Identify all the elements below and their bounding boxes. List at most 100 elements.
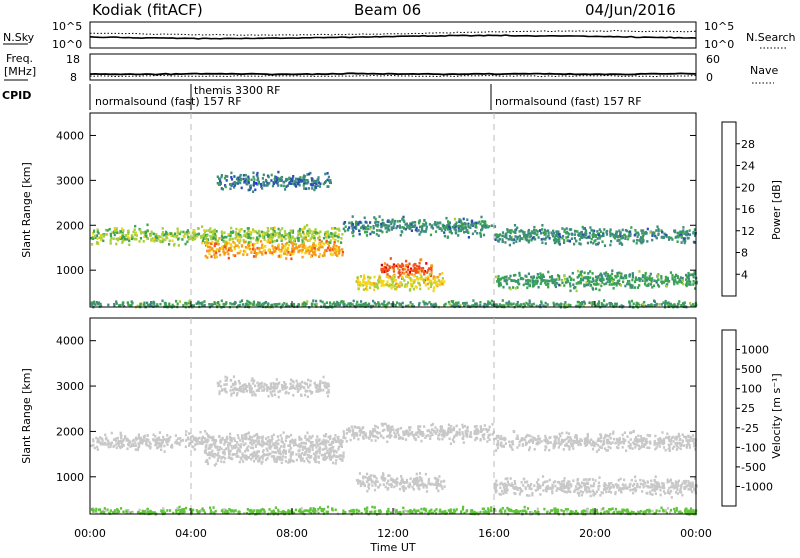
- scatter-cell: [453, 429, 455, 432]
- scatter-cell: [244, 437, 246, 440]
- scatter-cell: [604, 436, 606, 439]
- scatter-cell: [367, 225, 369, 228]
- scatter-cell: [306, 182, 308, 185]
- scatter-cell: [174, 233, 176, 236]
- scatter-cell: [609, 235, 611, 238]
- scatter-cell: [486, 440, 488, 443]
- scatter-cell: [566, 280, 568, 283]
- scatter-cell: [377, 224, 379, 227]
- scatter-cell: [440, 430, 442, 433]
- scatter-cell: [160, 241, 162, 244]
- scatter-cell: [534, 283, 536, 286]
- scatter-cell: [215, 255, 217, 258]
- scatter-cell: [358, 304, 360, 307]
- scatter-cell: [643, 301, 645, 304]
- scatter-cell: [352, 430, 354, 433]
- scatter-cell: [653, 233, 655, 236]
- scatter-cell: [419, 284, 421, 287]
- scatter-cell: [207, 463, 209, 466]
- scatter-cell: [274, 240, 276, 243]
- scatter-cell: [353, 300, 355, 303]
- scatter-cell: [656, 225, 658, 228]
- scatter-cell: [393, 265, 395, 268]
- scatter-cell: [508, 277, 510, 280]
- scatter-cell: [336, 228, 338, 231]
- scatter-cell: [177, 228, 179, 231]
- scatter-cell: [305, 248, 307, 251]
- scatter-cell: [154, 435, 156, 438]
- scatter-cell: [297, 182, 299, 185]
- scatter-cell: [238, 239, 240, 242]
- scatter-cell: [683, 303, 685, 306]
- scatter-cell: [102, 439, 104, 442]
- scatter-cell: [357, 279, 359, 282]
- scatter-cell: [284, 248, 286, 251]
- scatter-cell: [678, 303, 680, 306]
- scatter-cell: [374, 435, 376, 438]
- scatter-cell: [491, 300, 493, 303]
- scatter-cell: [221, 300, 223, 303]
- scatter-cell: [366, 288, 368, 291]
- scatter-cell: [561, 237, 563, 240]
- scatter-cell: [570, 279, 572, 282]
- scatter-cell: [111, 442, 113, 445]
- scatter-cell: [194, 448, 196, 451]
- scatter-cell: [612, 431, 614, 434]
- scatter-cell: [208, 447, 210, 450]
- scatter-cell: [107, 304, 109, 307]
- scatter-cell: [673, 283, 675, 286]
- scatter-cell: [296, 459, 298, 462]
- scatter-cell: [240, 174, 242, 177]
- scatter-cell: [535, 280, 537, 283]
- scatter-cell: [555, 286, 557, 289]
- scatter-cell: [648, 283, 650, 286]
- scatter-cell: [387, 429, 389, 432]
- scatter-cell: [658, 303, 660, 306]
- scatter-cell: [299, 229, 301, 232]
- scatter-cell: [548, 232, 550, 235]
- scatter-cell: [204, 430, 206, 433]
- scatter-cell: [588, 301, 590, 304]
- scatter-cell: [515, 303, 517, 306]
- scatter-cell: [310, 455, 312, 458]
- scatter-cell: [314, 239, 316, 242]
- scatter-cell: [102, 443, 104, 446]
- scatter-cell: [625, 277, 627, 280]
- scatter-cell: [406, 225, 408, 228]
- scatter-cell: [323, 237, 325, 240]
- scatter-cell: [233, 446, 235, 449]
- scatter-cell: [252, 447, 254, 450]
- scatter-cell: [155, 233, 157, 236]
- scatter-cell: [509, 235, 511, 238]
- scatter-cell: [425, 262, 427, 265]
- scatter-cell: [277, 171, 279, 174]
- scatter-cell: [207, 436, 209, 439]
- scatter-cell: [377, 426, 379, 429]
- scatter-cell: [557, 274, 559, 277]
- scatter-cell: [277, 246, 279, 249]
- scatter-cell: [240, 179, 242, 182]
- scatter-cell: [162, 227, 164, 230]
- scatter-cell: [336, 301, 338, 304]
- scatter-cell: [275, 247, 277, 250]
- scatter-cell: [104, 443, 106, 446]
- scatter-cell: [583, 227, 585, 230]
- scatter-cell: [684, 242, 686, 245]
- scatter-cell: [215, 439, 217, 442]
- scatter-cell: [345, 225, 347, 228]
- scatter-cell: [360, 227, 362, 230]
- scatter-cell: [340, 301, 342, 304]
- scatter-cell: [328, 236, 330, 239]
- scatter-cell: [526, 283, 528, 286]
- scatter-cell: [356, 432, 358, 435]
- scatter-cell: [228, 257, 230, 260]
- scatter-cell: [377, 279, 379, 282]
- scatter-cell: [256, 179, 258, 182]
- scatter-cell: [566, 432, 568, 435]
- scatter-cell: [340, 241, 342, 244]
- scatter-cell: [419, 478, 421, 481]
- scatter-cell: [210, 255, 212, 258]
- scatter-cell: [262, 444, 264, 447]
- scatter-cell: [219, 254, 221, 257]
- scatter-cell: [420, 258, 422, 261]
